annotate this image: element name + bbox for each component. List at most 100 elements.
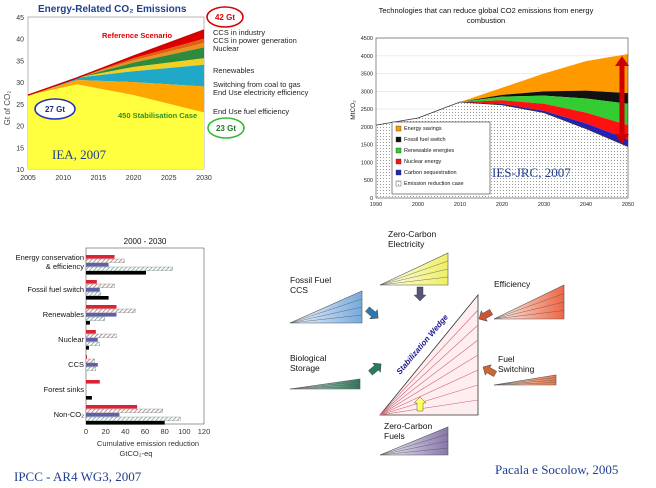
iea-legend-item: Switching from coal to gas <box>213 80 301 89</box>
iea-y-tick: 35 <box>16 58 24 65</box>
wedge-label: Electricity <box>388 239 425 249</box>
ipcc-category-label: Fossil fuel switch <box>27 285 84 294</box>
ipcc-bar <box>86 321 90 325</box>
iea-caption: IEA, 2007 <box>52 147 107 162</box>
wedge-label: Zero-Carbon <box>388 229 436 239</box>
iea-band-3 <box>28 43 204 96</box>
ipcc-bar <box>85 358 95 363</box>
ipcc-bar <box>86 288 100 292</box>
jrc-legend-swatch <box>395 158 402 165</box>
iea-stabilisation-label: 450 Stabilisation Case <box>118 111 197 120</box>
jrc-x-tick: 2020 <box>496 202 508 208</box>
ipcc-x-tick: 60 <box>141 427 149 436</box>
ipcc-bar-chart: 2000 - 2030 Energy conservation& efficie… <box>16 237 211 458</box>
jrc-x-tick: 2000 <box>412 202 424 208</box>
iea-band-7 <box>28 79 204 113</box>
ipcc-bar <box>86 363 98 367</box>
iea-y-tick: 15 <box>16 145 24 152</box>
wedge-4 <box>289 378 361 390</box>
jrc-band-5 <box>460 102 628 147</box>
ipcc-x-axis-label: Cumulative emission reduction <box>97 439 199 448</box>
ipcc-x-tick: 80 <box>160 427 168 436</box>
jrc-legend-swatch <box>395 180 402 187</box>
ipcc-bar <box>86 380 100 384</box>
jrc-band-1 <box>460 54 628 102</box>
iea-reference-label: Reference Scenario <box>102 31 172 40</box>
jrc-y-tick: 500 <box>364 178 373 184</box>
ipcc-category-label: CCS <box>68 360 84 369</box>
iea-chart-title: Energy-Related CO₂ Emissions <box>38 4 187 15</box>
ipcc-x-tick: 120 <box>198 427 211 436</box>
wedge-label: Efficiency <box>494 279 531 289</box>
wedge-arrow <box>365 306 379 320</box>
iea-y-tick: 40 <box>16 37 24 44</box>
jrc-base-line <box>375 101 629 147</box>
jrc-y-tick: 2500 <box>361 107 373 113</box>
ipcc-category-label: Renewables <box>43 310 85 319</box>
pacala-caption: Pacala e Socolow, 2005 <box>495 462 619 477</box>
wedge-label: Zero-Carbon <box>384 421 432 431</box>
iea-start-value: 27 Gt <box>45 105 65 114</box>
iea-legend-item: End Use fuel efficiency <box>213 107 289 116</box>
ipcc-bar <box>85 341 100 346</box>
iea-legend-item: CCS in industry <box>213 28 265 37</box>
iea-legend-item: CCS in power generation <box>213 36 297 45</box>
ipcc-x-tick: 0 <box>84 427 88 436</box>
jrc-x-tick: 2040 <box>580 202 592 208</box>
ipcc-category-label: Forest sinks <box>44 385 85 394</box>
iea-reference-line <box>27 29 205 96</box>
ipcc-bar <box>86 255 115 259</box>
ipcc-bar <box>85 283 115 288</box>
iea-bottom-value: 23 Gt <box>216 124 236 133</box>
jrc-legend-item: Renewable energies <box>404 148 454 154</box>
jrc-x-tick: 2010 <box>454 202 466 208</box>
jrc-y-axis-label: MtCO₂ <box>350 100 357 120</box>
ipcc-bar <box>85 316 105 321</box>
iea-y-tick: 20 <box>16 124 24 131</box>
ipcc-bar <box>85 408 163 413</box>
jrc-title-line2: combustion <box>467 16 505 25</box>
ipcc-bar <box>85 416 181 421</box>
jrc-y-tick: 0 <box>370 196 373 202</box>
wedge-1 <box>379 252 449 286</box>
ipcc-category-label: & efficiency <box>46 262 84 271</box>
ipcc-category-label: Nuclear <box>58 335 84 344</box>
ipcc-bar <box>86 313 117 317</box>
jrc-y-tick: 4000 <box>361 54 373 60</box>
ipcc-bar <box>86 413 120 417</box>
iea-x-tick: 2015 <box>91 175 107 182</box>
jrc-legend-swatch <box>395 125 402 132</box>
ipcc-x-tick: 100 <box>178 427 191 436</box>
jrc-legend-item: Emission reduction case <box>404 181 464 187</box>
iea-y-tick: 45 <box>16 15 24 22</box>
jrc-title-line1: Technologies that can reduce global CO2 … <box>379 6 594 15</box>
jrc-band-4 <box>460 100 628 140</box>
jrc-y-tick: 3500 <box>361 72 373 78</box>
wedge-arrow <box>368 362 382 376</box>
ipcc-bar <box>86 280 97 284</box>
jrc-legend-item: Nuclear energy <box>404 159 442 165</box>
jrc-y-tick: 2000 <box>361 125 373 131</box>
jrc-band-3 <box>460 95 628 126</box>
jrc-band-2 <box>460 90 628 104</box>
ipcc-bar <box>86 338 98 342</box>
ipcc-title: 2000 - 2030 <box>124 237 167 246</box>
iea-band-2 <box>28 38 204 96</box>
jrc-legend-swatch <box>395 136 402 143</box>
wedge-label: Fossil Fuel <box>290 275 331 285</box>
jrc-legend-box <box>391 121 491 195</box>
ipcc-bar <box>86 271 146 275</box>
iea-band-5 <box>28 58 204 96</box>
wedge-arrow <box>413 396 427 412</box>
ipcc-x-axis-unit: GtCO₂-eq <box>120 449 153 458</box>
jrc-caption: IES-JRC, 2007 <box>492 165 571 180</box>
iea-x-tick: 2010 <box>55 175 71 182</box>
iea-top-value: 42 Gt <box>215 13 235 22</box>
ipcc-bar <box>85 258 125 263</box>
wedge-arrow <box>413 286 427 302</box>
ipcc-bar <box>86 396 92 400</box>
wedge-label: Fuels <box>384 431 405 441</box>
central-wedge <box>379 293 479 416</box>
ipcc-bar <box>86 305 117 309</box>
wedge-3 <box>493 284 565 320</box>
